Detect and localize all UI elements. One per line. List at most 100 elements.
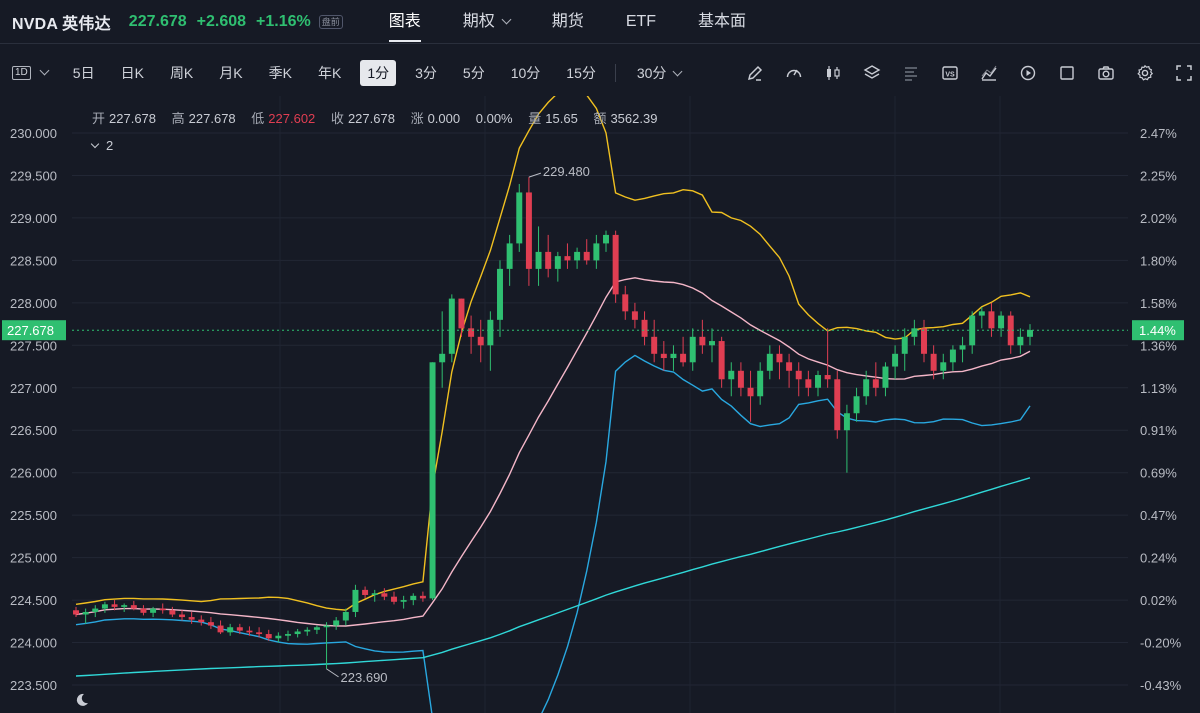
- candle-body: [660, 353, 667, 359]
- upper-band-line: [75, 96, 1031, 611]
- candle-body: [834, 379, 841, 431]
- low-value: 227.602: [268, 111, 316, 126]
- candle-body: [843, 413, 850, 431]
- candle-body: [439, 353, 446, 363]
- timeframe-daily[interactable]: 日K: [120, 65, 144, 81]
- timeframe-more-dropdown[interactable]: 30分: [630, 60, 689, 86]
- left-tick-label: 227.000: [10, 381, 57, 396]
- indicator-collapse-toggle[interactable]: 2: [90, 138, 114, 153]
- right-tick-label: 0.02%: [1140, 593, 1177, 608]
- right-tick-label: 0.47%: [1140, 508, 1177, 523]
- tab-fundamentals[interactable]: 基本面: [698, 0, 746, 44]
- last-price: 227.678: [128, 12, 187, 30]
- left-tick-label: 226.500: [10, 423, 57, 438]
- square-icon[interactable]: [1057, 63, 1077, 83]
- candle-body: [429, 362, 436, 599]
- moon-icon[interactable]: [74, 692, 90, 708]
- candle-body: [603, 234, 609, 244]
- candle-body: [236, 627, 243, 631]
- candle-body: [921, 328, 927, 354]
- camera-icon[interactable]: [1096, 63, 1116, 83]
- candle-body: [477, 336, 484, 346]
- gauge-icon[interactable]: [784, 63, 804, 83]
- candle-body: [554, 256, 561, 269]
- open-value: 227.678: [109, 111, 157, 126]
- volume-label: 量: [528, 111, 542, 126]
- candle-body: [766, 353, 773, 371]
- timeframe-menu[interactable]: 1D: [12, 65, 50, 80]
- candle-body: [892, 353, 899, 367]
- tab-futures[interactable]: 期货: [552, 0, 584, 44]
- timeframe-3min[interactable]: 3分: [415, 65, 437, 81]
- ohlc-info-bar: 开 227.678 高 227.678 低 227.602 收 227.678 涨 0.0…: [92, 108, 669, 127]
- candle-body: [1007, 315, 1014, 346]
- candle-body: [458, 298, 465, 329]
- candle-body: [265, 634, 272, 639]
- candle-body: [217, 625, 224, 633]
- candle-body: [246, 630, 253, 633]
- tab-etf-label: ETF: [625, 12, 657, 30]
- candle-body: [391, 596, 397, 602]
- vs-icon[interactable]: VS: [940, 63, 960, 83]
- price-chart[interactable]: 230.000 229.500 229.000 228.500 228.000 227.5…: [0, 96, 1200, 713]
- chevron-down-icon: [39, 65, 50, 75]
- candle-body: [448, 298, 455, 354]
- chevron-down-icon: [90, 139, 100, 148]
- candle-body: [82, 611, 89, 615]
- candle-body: [497, 268, 503, 320]
- timeframe-yearly[interactable]: 年K: [317, 65, 342, 81]
- timeframe-box: 1D: [12, 66, 31, 80]
- timeframe-5d[interactable]: 5日: [72, 65, 95, 81]
- candle-body: [140, 608, 147, 613]
- candle-body: [73, 610, 79, 615]
- timeframe-1min[interactable]: 1分: [360, 60, 397, 86]
- tab-chart-label: 图表: [388, 12, 421, 30]
- candle-body: [699, 336, 706, 346]
- area-chart-icon[interactable]: [979, 63, 999, 83]
- pencil-icon[interactable]: [745, 63, 765, 83]
- timeframe-15min[interactable]: 15分: [566, 65, 596, 81]
- tab-chart[interactable]: 图表: [388, 0, 421, 44]
- change-percent-value: 0.00%: [475, 111, 513, 126]
- candle-body: [419, 595, 426, 599]
- right-tick-label: 2.02%: [1140, 211, 1177, 226]
- right-tick-label: 0.24%: [1140, 551, 1177, 566]
- candle-body: [863, 379, 870, 397]
- candle-body: [304, 629, 311, 632]
- candle-body: [121, 605, 128, 607]
- svg-text:VS: VS: [945, 72, 955, 79]
- tool-icons: VS: [726, 52, 1194, 94]
- close-label: 收: [330, 111, 344, 126]
- lines-icon[interactable]: [901, 63, 921, 83]
- indicator-count: 2: [106, 138, 114, 153]
- replay-icon[interactable]: [1018, 63, 1038, 83]
- candle-body: [179, 614, 185, 618]
- timeframe-monthly[interactable]: 月K: [219, 65, 243, 81]
- timeframe-10min[interactable]: 10分: [510, 65, 541, 81]
- candle-body: [737, 370, 744, 388]
- candle-body: [150, 608, 157, 613]
- candle-body: [564, 256, 571, 261]
- timeframe-5min[interactable]: 5分: [462, 65, 485, 81]
- candlestick-series: [73, 177, 1033, 669]
- candle-body: [313, 627, 320, 630]
- fullscreen-icon[interactable]: [1174, 63, 1194, 83]
- tab-etf[interactable]: ETF: [626, 0, 656, 44]
- timeframe-weekly[interactable]: 周K: [169, 65, 194, 81]
- current-price-line: 227.678 1.44%: [2, 320, 1184, 341]
- layers-icon[interactable]: [862, 63, 882, 83]
- candles-icon[interactable]: [823, 63, 843, 83]
- candle-body: [728, 370, 735, 380]
- candle-body: [882, 366, 889, 388]
- high-marker-line: [528, 172, 542, 178]
- symbol-block[interactable]: NVDA 英伟达 227.678 +2.608 +1.16% 盘前: [12, 0, 343, 44]
- gear-icon[interactable]: [1135, 63, 1155, 83]
- timeframe-quarterly[interactable]: 季K: [268, 65, 292, 81]
- tab-options[interactable]: 期权: [463, 0, 512, 44]
- right-tick-label: 1.80%: [1140, 253, 1177, 268]
- candle-body: [468, 328, 475, 337]
- premarket-badge: 盘前: [318, 14, 343, 29]
- candle-body: [1027, 330, 1033, 337]
- candle-body: [651, 336, 658, 354]
- chart-canvas[interactable]: 230.000 229.500 229.000 228.500 228.000 227.5…: [0, 96, 1200, 713]
